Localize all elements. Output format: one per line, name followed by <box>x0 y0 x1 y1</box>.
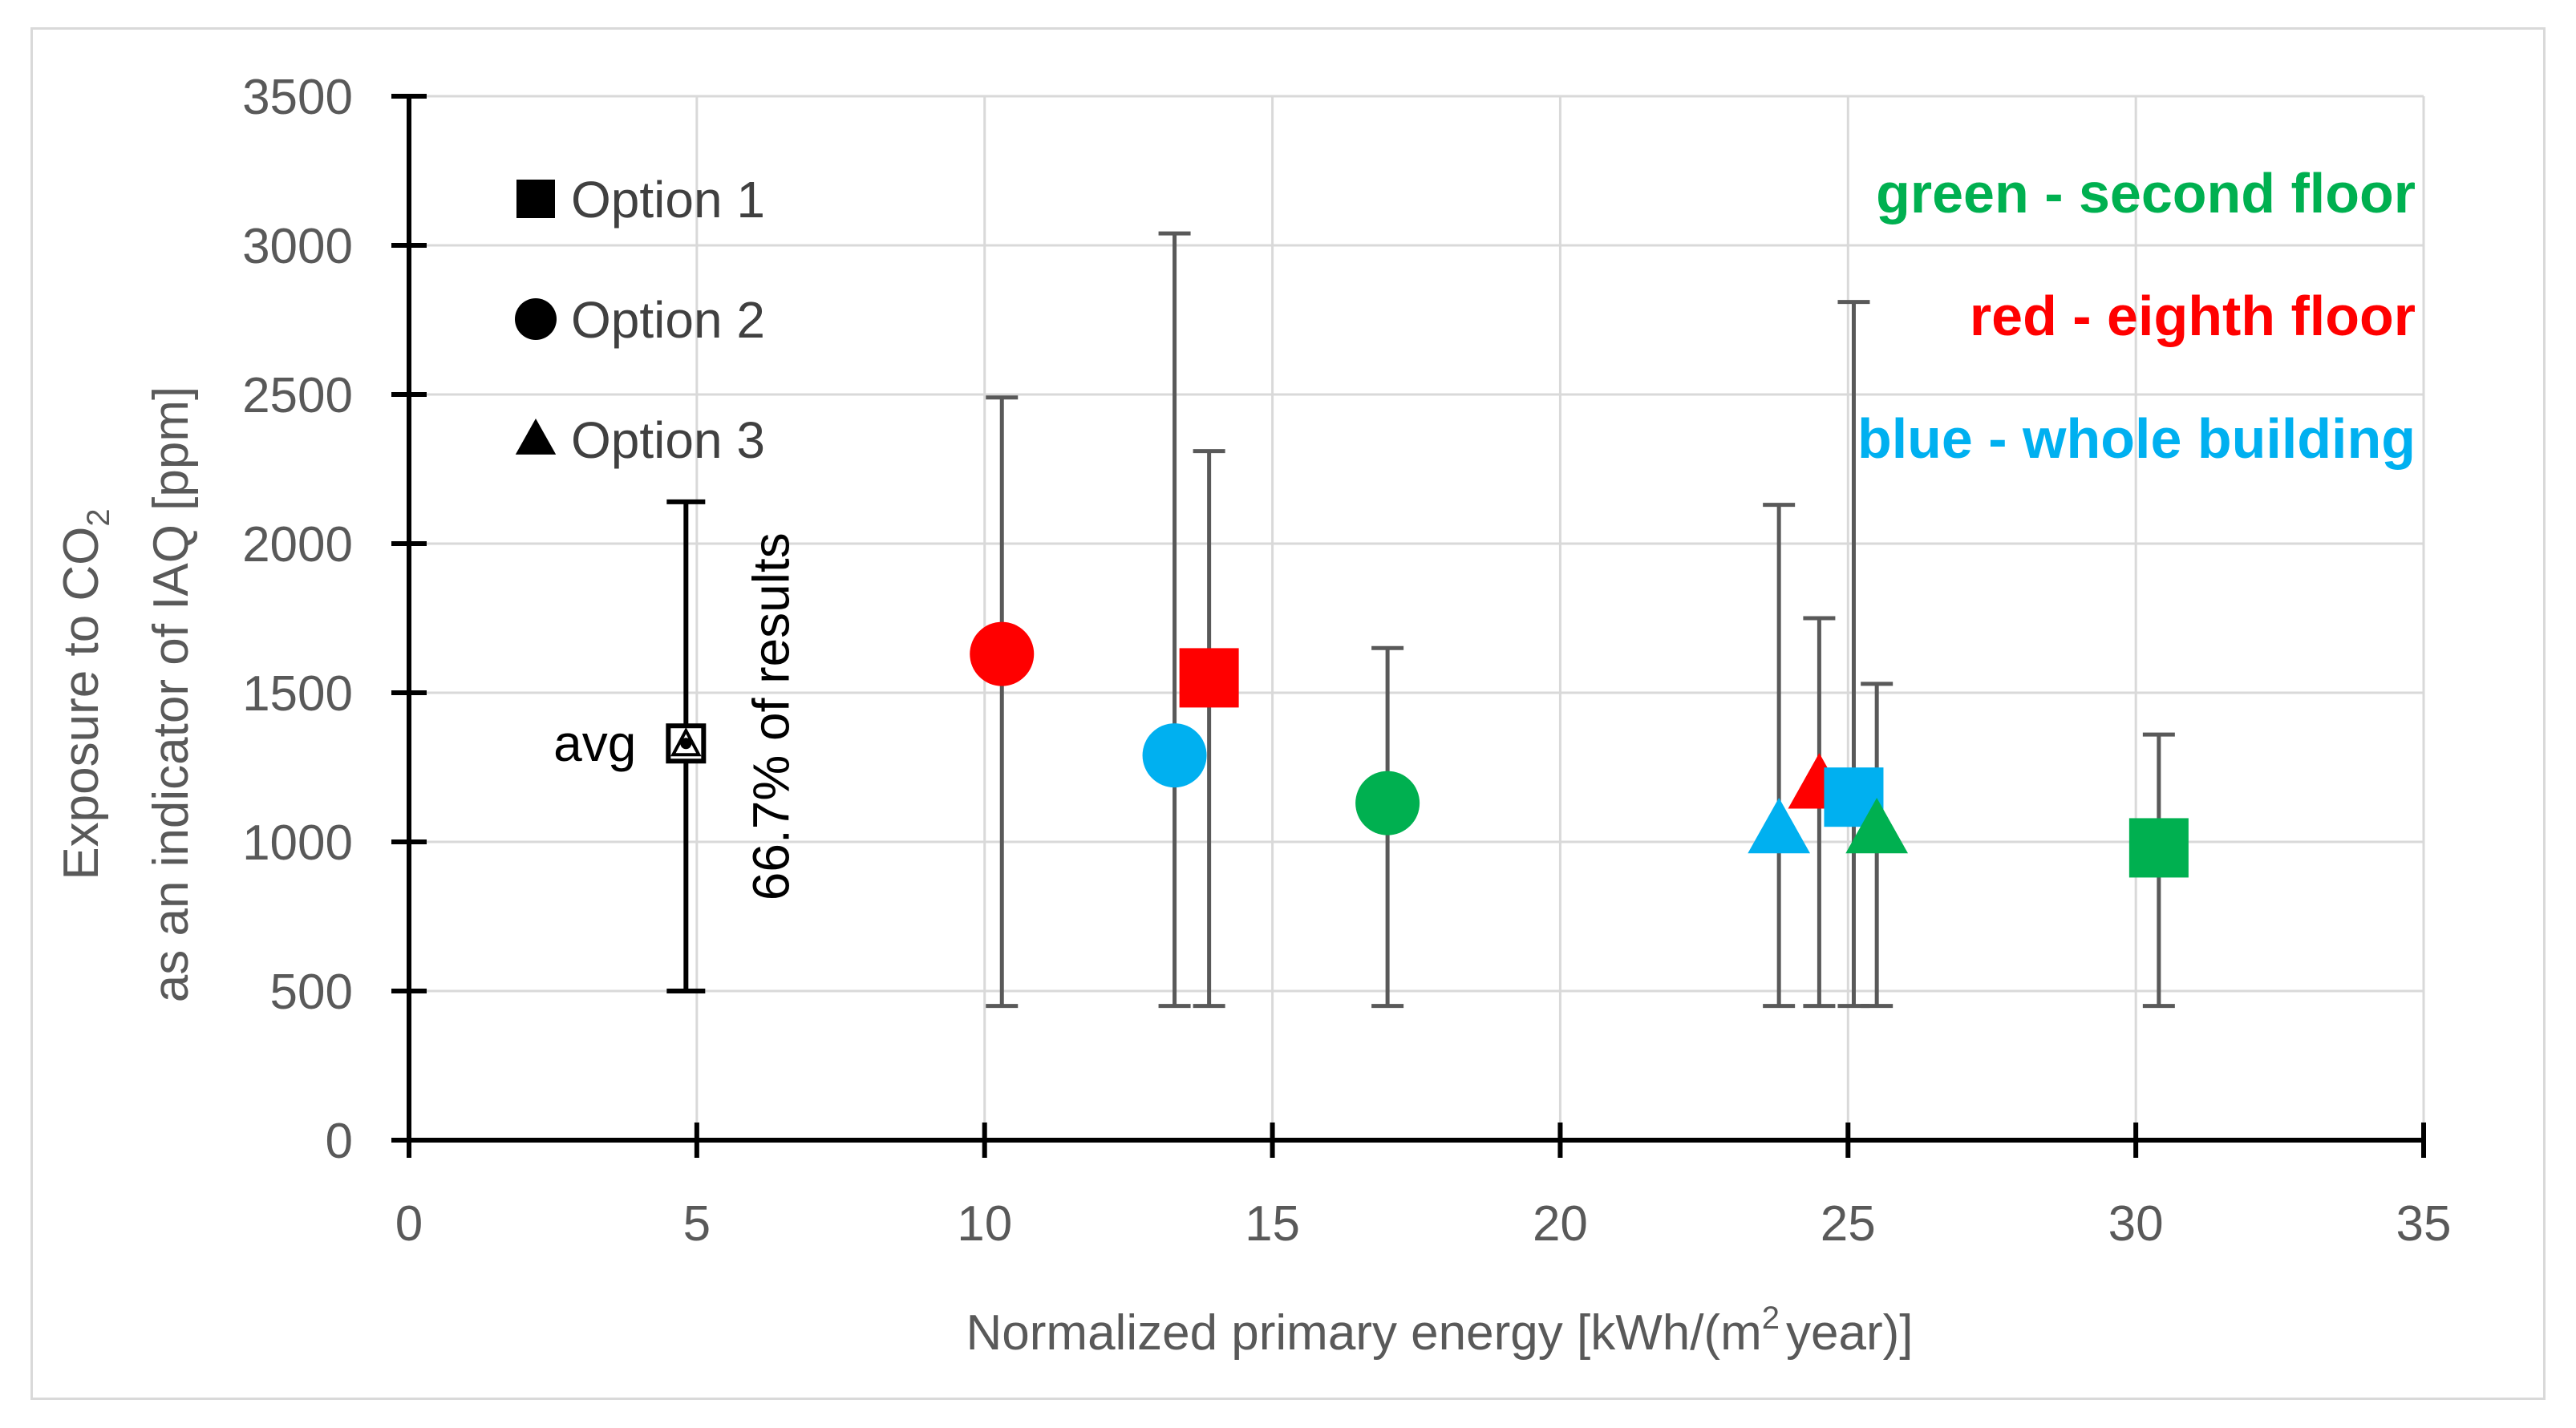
x-tick-label-15: 15 <box>1245 1196 1300 1252</box>
point-second-floor-option-2 <box>1355 771 1420 835</box>
y-tick-label-0: 0 <box>326 1114 353 1169</box>
y-tick-label-2000: 2000 <box>242 517 353 572</box>
y-axis-title-subscript: 2 <box>81 508 116 526</box>
y-tick-label-1000: 1000 <box>242 815 353 871</box>
x-axis-title-tail: year)] <box>1786 1305 1913 1361</box>
y-tick-label-500: 500 <box>270 965 353 1020</box>
legend: Option 1 Option 2 Option 3 <box>515 171 765 469</box>
reference-avg-triangle <box>670 726 702 757</box>
legend-label-square: Option 1 <box>571 171 765 229</box>
color-note-1: red - eighth floor <box>1970 285 2416 347</box>
axes <box>391 94 2426 1158</box>
chart-frame <box>30 27 2546 1400</box>
point-second-floor-option-1 <box>2128 818 2189 878</box>
y-axis-title: Exposure to CO2 as an indicator of IAQ [… <box>54 386 199 1003</box>
legend-label-circle: Option 2 <box>571 291 765 349</box>
reference-avg-label: avg <box>553 714 636 772</box>
legend-marker-triangle <box>515 418 557 455</box>
legend-marker-circle <box>515 298 557 340</box>
point-second-floor-option-3 <box>1845 797 1909 854</box>
x-tick-label-20: 20 <box>1533 1196 1588 1252</box>
point-eighth-floor-option-2 <box>970 621 1035 686</box>
point-eighth-floor-option-1 <box>1179 648 1239 708</box>
x-tick-label-10: 10 <box>957 1196 1012 1252</box>
x-axis-title: Normalized primary energy [kWh/(m2 year)] <box>966 1301 1914 1361</box>
x-tick-label-30: 30 <box>2108 1196 2164 1252</box>
tick-labels: 0 500 1000 1500 2000 2500 3000 3500 0 5 10 15 20 25 30… <box>242 70 2451 1252</box>
y-tick-label-3000: 3000 <box>242 219 353 274</box>
reference-range-label: 66.7% of results <box>742 532 800 900</box>
x-tick-label-35: 35 <box>2396 1196 2452 1252</box>
color-note-0: green - second floor <box>1876 162 2416 225</box>
color-note-2: blue - whole building <box>1857 407 2416 470</box>
x-tick-label-25: 25 <box>1821 1196 1876 1252</box>
gridlines <box>409 95 2425 1140</box>
x-axis-title-main: Normalized primary energy [kWh/(m <box>966 1305 1762 1361</box>
reference-avg-dot <box>680 738 692 750</box>
x-tick-label-5: 5 <box>683 1196 711 1252</box>
y-axis-title-main: Exposure to CO <box>54 527 109 880</box>
error-bars <box>986 231 2175 1009</box>
color-notes: green - second floor red - eighth floor bl… <box>1857 162 2416 470</box>
x-axis-title-superscript: 2 <box>1762 1301 1780 1336</box>
x-tick-label-0: 0 <box>395 1196 423 1252</box>
y-axis-title-line1: Exposure to CO2 <box>54 508 116 880</box>
point-whole-building-option-2 <box>1142 723 1207 788</box>
legend-label-triangle: Option 3 <box>571 411 765 469</box>
point-whole-building-option-3 <box>1748 797 1811 854</box>
y-tick-label-3500: 3500 <box>242 70 353 125</box>
reference-range: avg 66.7% of results <box>553 499 800 993</box>
legend-marker-square <box>516 180 555 218</box>
y-tick-label-1500: 1500 <box>242 666 353 722</box>
y-tick-label-2500: 2500 <box>242 368 353 423</box>
y-axis-title-line2: as an indicator of IAQ [ppm] <box>144 386 199 1003</box>
data-markers <box>970 621 2189 878</box>
